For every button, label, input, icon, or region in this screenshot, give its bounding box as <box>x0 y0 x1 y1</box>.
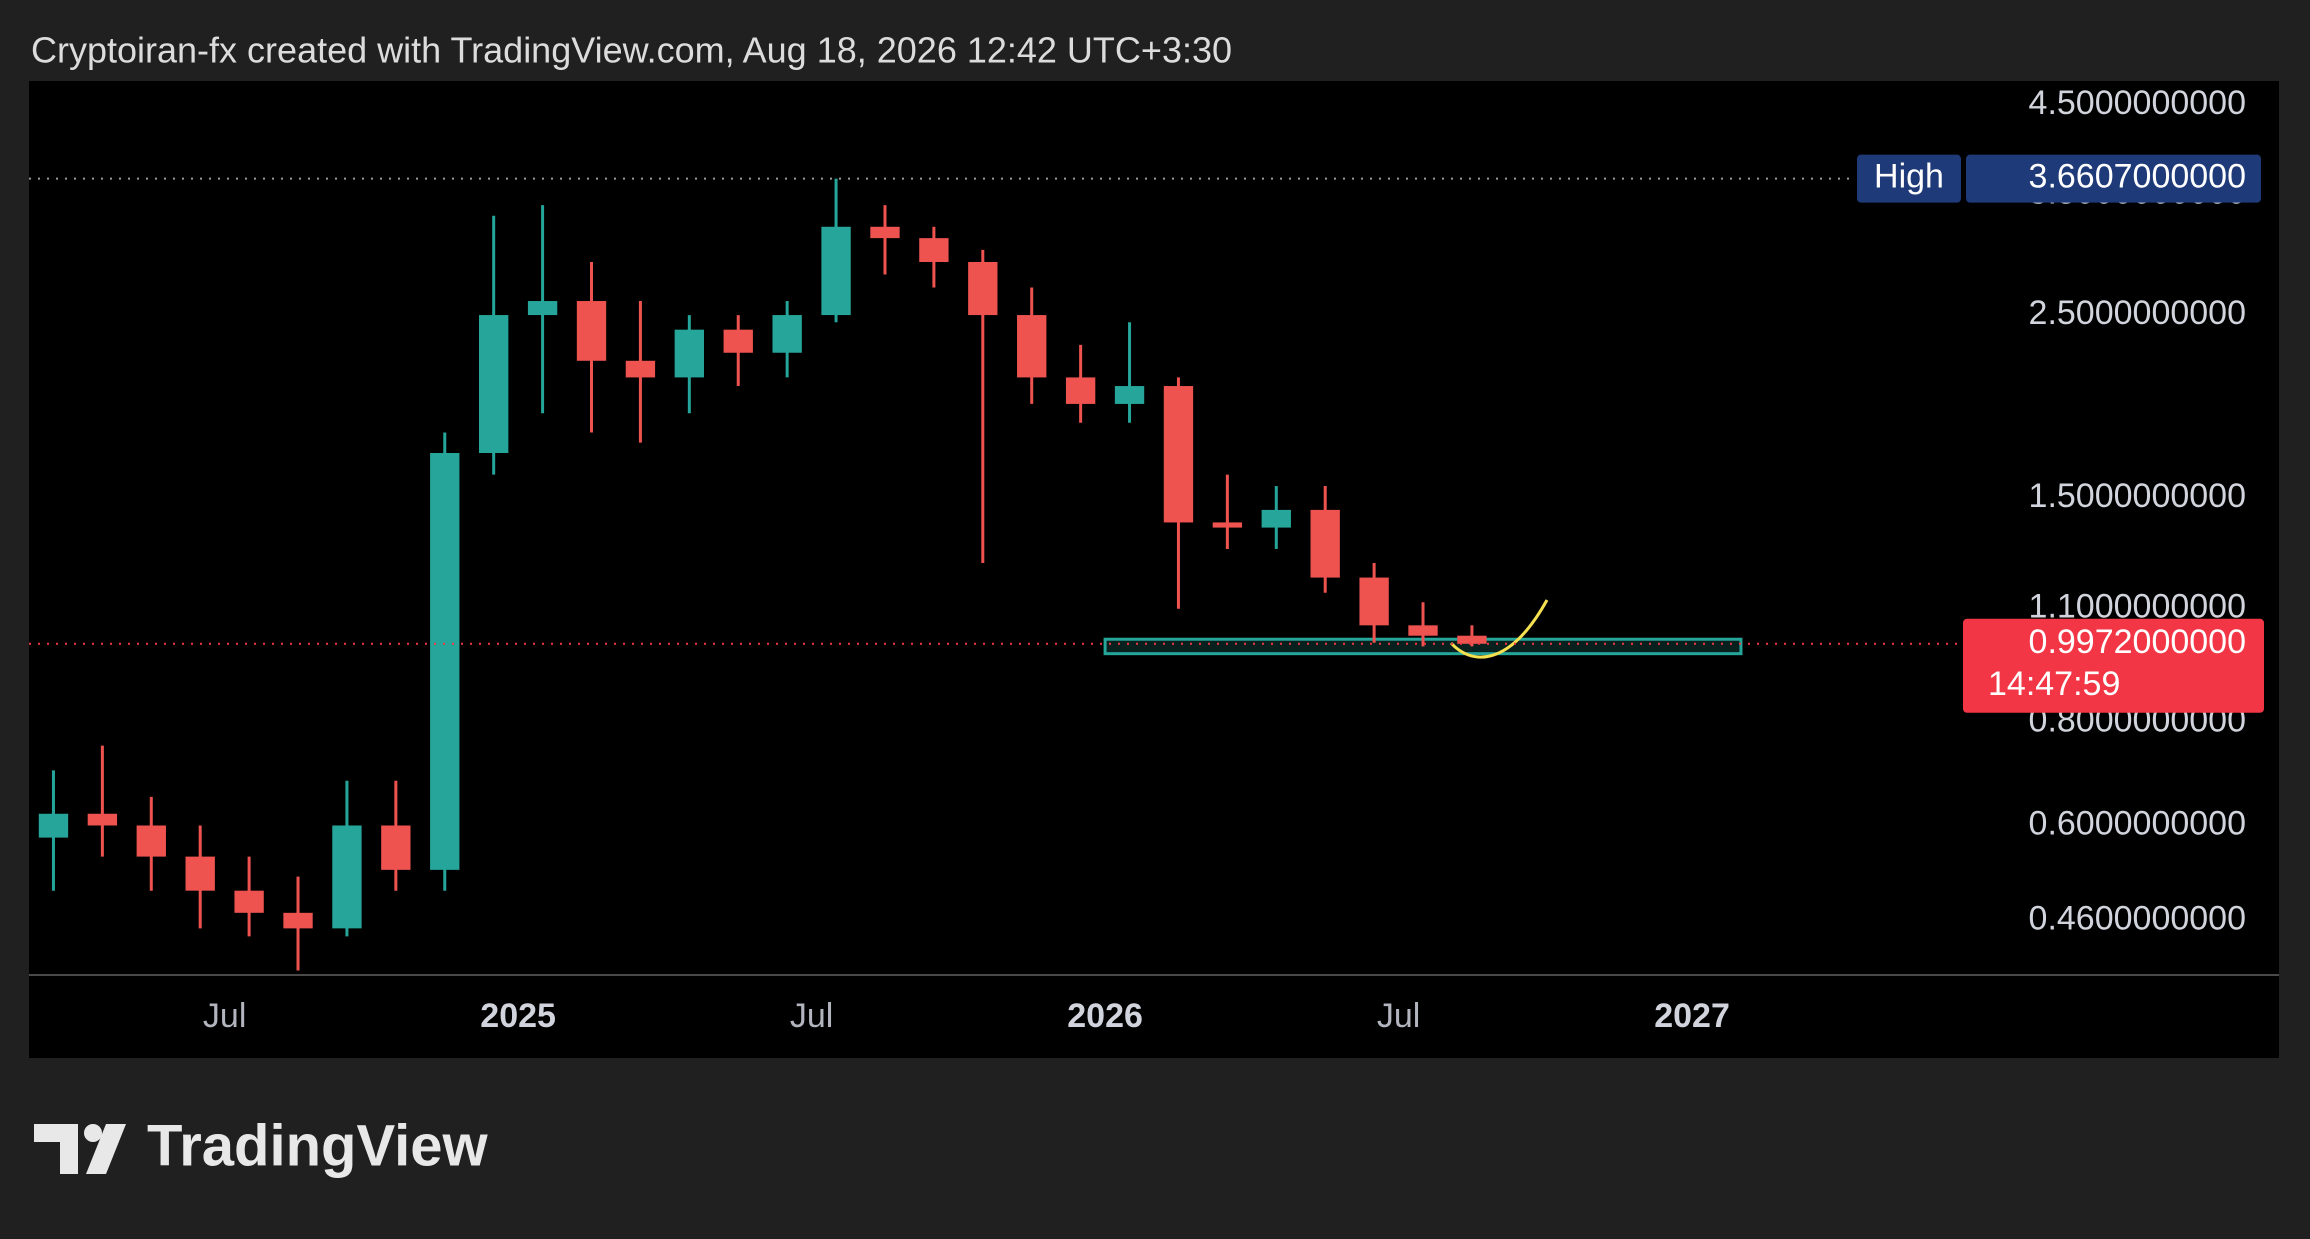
candle-body <box>1261 509 1291 528</box>
y-tick-label: 0.6000000000 <box>2029 804 2246 842</box>
logo-shape <box>84 1124 102 1142</box>
candle-body <box>968 261 998 316</box>
candle-body <box>283 912 313 929</box>
candle-body <box>919 238 949 262</box>
x-tick-label: Jul <box>203 997 246 1035</box>
candle-body <box>625 360 656 378</box>
logo-shape <box>86 1124 126 1174</box>
candle-body <box>527 301 558 316</box>
y-tick-label: 4.5000000000 <box>2029 84 2246 122</box>
candle-body <box>136 825 166 857</box>
candle-body <box>772 315 802 353</box>
candle-body <box>870 226 900 239</box>
candle-body <box>1457 635 1487 644</box>
candle-body <box>1017 315 1047 378</box>
countdown-label: 14:47:59 <box>1988 665 2120 703</box>
x-tick-label: 2025 <box>480 997 556 1035</box>
x-tick-label: Jul <box>790 997 833 1035</box>
brand-logo <box>34 1124 126 1174</box>
last-price-label: 0.9972000000 <box>2029 623 2246 661</box>
y-tick-label: 2.5000000000 <box>2029 294 2246 332</box>
logo-shape <box>34 1124 78 1174</box>
candle-body <box>87 813 118 826</box>
x-tick-label: Jul <box>1377 997 1420 1035</box>
projection-curve <box>1449 599 1549 659</box>
candle-body <box>1212 522 1243 528</box>
candle-body <box>1310 509 1340 578</box>
candle-body <box>332 825 362 929</box>
candle-body <box>1114 386 1145 404</box>
candle-body <box>674 329 704 378</box>
high-value-label: 3.6607000000 <box>2029 158 2246 196</box>
candle-body <box>1163 386 1194 523</box>
last-price-box <box>1963 618 2264 713</box>
y-tick-label: 0.4600000000 <box>2029 899 2246 937</box>
candle-body <box>1408 625 1438 636</box>
candle-body <box>185 856 215 891</box>
chart-area <box>29 81 2279 1058</box>
candle-body <box>430 453 460 870</box>
candle-body <box>576 301 607 361</box>
y-tick-label: 1.5000000000 <box>2029 477 2246 515</box>
candle-body <box>479 315 509 454</box>
candle-body <box>821 226 851 316</box>
chart-title: Cryptoiran-fx created with TradingView.c… <box>31 30 1232 71</box>
x-tick-label: 2027 <box>1654 997 1730 1035</box>
brand-name: TradingView <box>147 1113 488 1178</box>
high-value-box <box>1966 154 2261 203</box>
x-tick-label: 2026 <box>1067 997 1143 1035</box>
candle-body <box>723 329 753 353</box>
high-label: High <box>1874 158 1944 196</box>
candle-body <box>234 890 264 913</box>
high-label-box <box>1857 154 1961 203</box>
candle-body <box>1359 577 1389 626</box>
candle-body <box>38 813 69 838</box>
candle-body <box>1065 377 1096 404</box>
plot <box>38 178 1743 971</box>
candle-body <box>381 825 411 870</box>
